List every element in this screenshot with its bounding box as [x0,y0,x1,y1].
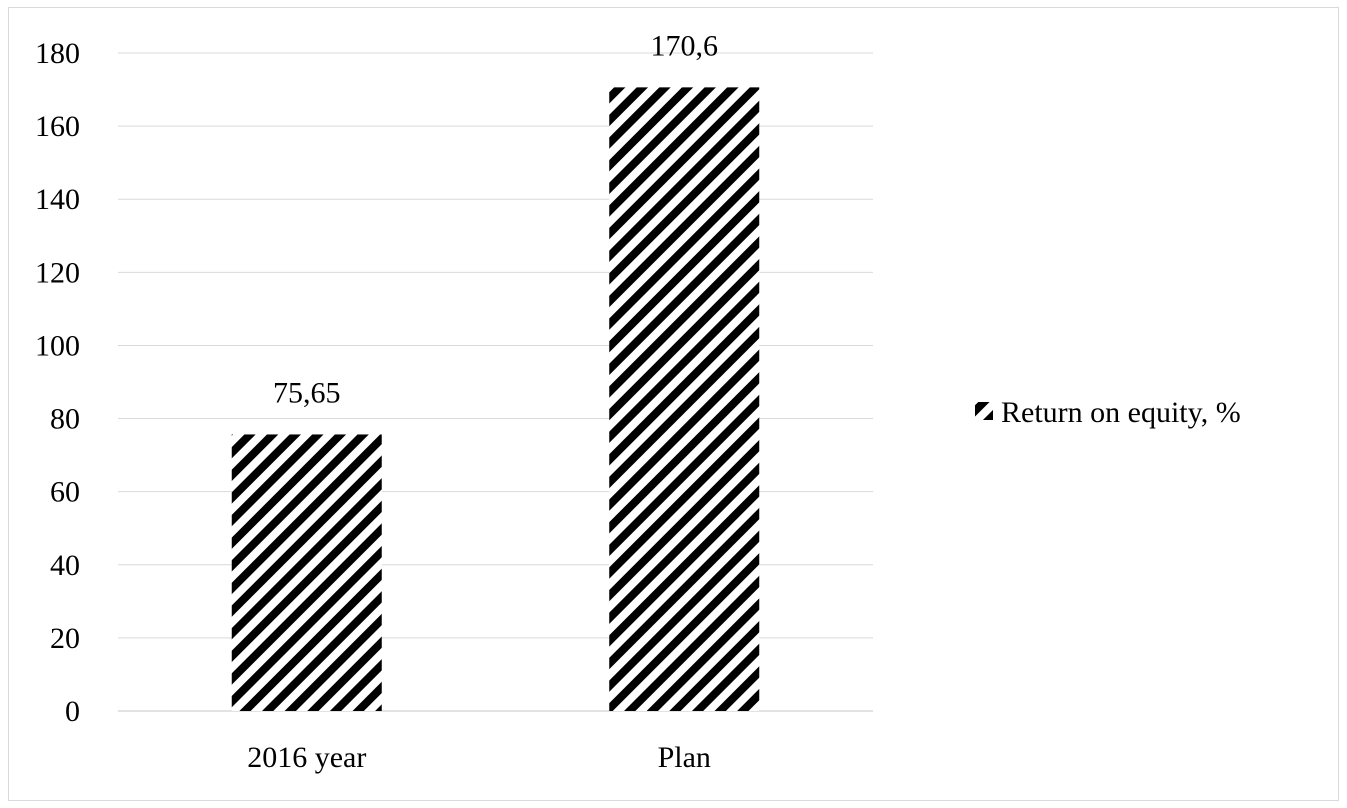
y-tick-label-40: 40 [50,549,80,582]
gridlines [118,52,873,712]
bar-plan [609,87,760,711]
y-axis-tick-labels: 0 20 40 60 80 100 120 140 160 180 [35,37,80,728]
y-tick-label-180: 180 [35,37,80,70]
y-tick-label-20: 20 [50,622,80,655]
y-tick-label-140: 140 [35,183,80,216]
y-tick-label-100: 100 [35,329,80,362]
data-label-2016-year: 75,65 [273,376,341,409]
y-tick-label-60: 60 [50,476,80,509]
bars [231,87,760,711]
x-tick-label-plan: Plan [658,741,711,774]
y-tick-label-160: 160 [35,110,80,143]
x-tick-label-2016-year: 2016 year [247,741,366,774]
data-labels: 75,65 170,6 [273,29,718,409]
y-tick-label-80: 80 [50,403,80,436]
legend-label-return-on-equity: Return on equity, % [1001,396,1241,429]
y-tick-label-0: 0 [65,695,80,728]
data-label-plan: 170,6 [651,29,719,62]
y-tick-label-120: 120 [35,256,80,289]
x-axis-tick-labels: 2016 year Plan [247,741,711,774]
legend-swatch-return-on-equity [975,402,993,420]
legend[interactable]: Return on equity, % [975,396,1241,429]
bar-2016-year [231,434,382,711]
